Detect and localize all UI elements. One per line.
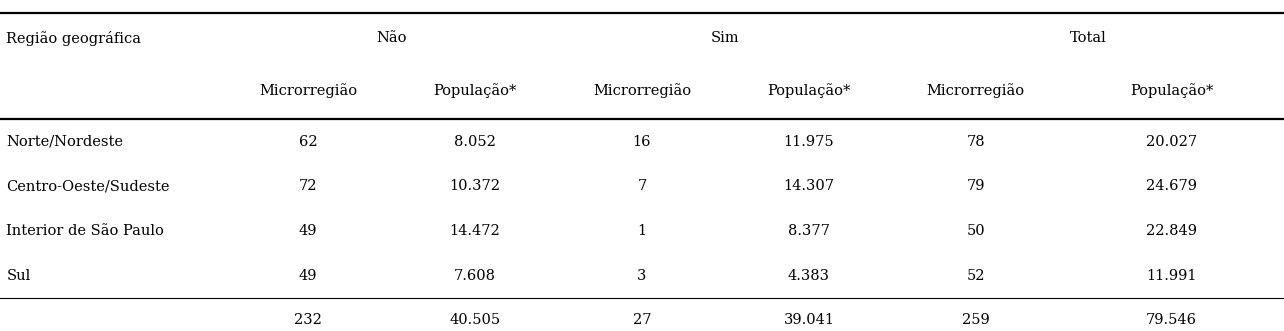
Text: 79: 79: [967, 179, 985, 193]
Text: Total: Total: [1070, 31, 1107, 45]
Text: 72: 72: [299, 179, 317, 193]
Text: 52: 52: [967, 268, 985, 283]
Text: 16: 16: [633, 134, 651, 149]
Text: 11.991: 11.991: [1147, 268, 1197, 283]
Text: 39.041: 39.041: [783, 313, 835, 327]
Text: População*: População*: [434, 84, 516, 98]
Text: Sim: Sim: [711, 31, 740, 45]
Text: Centro-Oeste/Sudeste: Centro-Oeste/Sudeste: [6, 179, 169, 193]
Text: 3: 3: [637, 268, 647, 283]
Text: Região geográfica: Região geográfica: [6, 30, 141, 46]
Text: Norte/Nordeste: Norte/Nordeste: [6, 134, 123, 149]
Text: 232: 232: [294, 313, 322, 327]
Text: 40.505: 40.505: [449, 313, 501, 327]
Text: 49: 49: [299, 224, 317, 238]
Text: 7.608: 7.608: [455, 268, 496, 283]
Text: Sul: Sul: [6, 268, 31, 283]
Text: 20.027: 20.027: [1147, 134, 1197, 149]
Text: 1: 1: [637, 224, 647, 238]
Text: 49: 49: [299, 268, 317, 283]
Text: 7: 7: [637, 179, 647, 193]
Text: 62: 62: [299, 134, 317, 149]
Text: 8.377: 8.377: [788, 224, 829, 238]
Text: Interior de São Paulo: Interior de São Paulo: [6, 224, 164, 238]
Text: 22.849: 22.849: [1147, 224, 1197, 238]
Text: População*: População*: [768, 84, 850, 98]
Text: Microrregião: Microrregião: [259, 84, 357, 98]
Text: Microrregião: Microrregião: [593, 84, 691, 98]
Text: 10.372: 10.372: [449, 179, 501, 193]
Text: 8.052: 8.052: [455, 134, 496, 149]
Text: 4.383: 4.383: [788, 268, 829, 283]
Text: 259: 259: [962, 313, 990, 327]
Text: 14.307: 14.307: [783, 179, 835, 193]
Text: Não: Não: [376, 31, 407, 45]
Text: 11.975: 11.975: [783, 134, 835, 149]
Text: 79.546: 79.546: [1147, 313, 1197, 327]
Text: 27: 27: [633, 313, 651, 327]
Text: Microrregião: Microrregião: [927, 84, 1025, 98]
Text: 78: 78: [967, 134, 985, 149]
Text: População*: População*: [1130, 84, 1213, 98]
Text: 50: 50: [967, 224, 985, 238]
Text: 14.472: 14.472: [449, 224, 501, 238]
Text: 24.679: 24.679: [1147, 179, 1197, 193]
